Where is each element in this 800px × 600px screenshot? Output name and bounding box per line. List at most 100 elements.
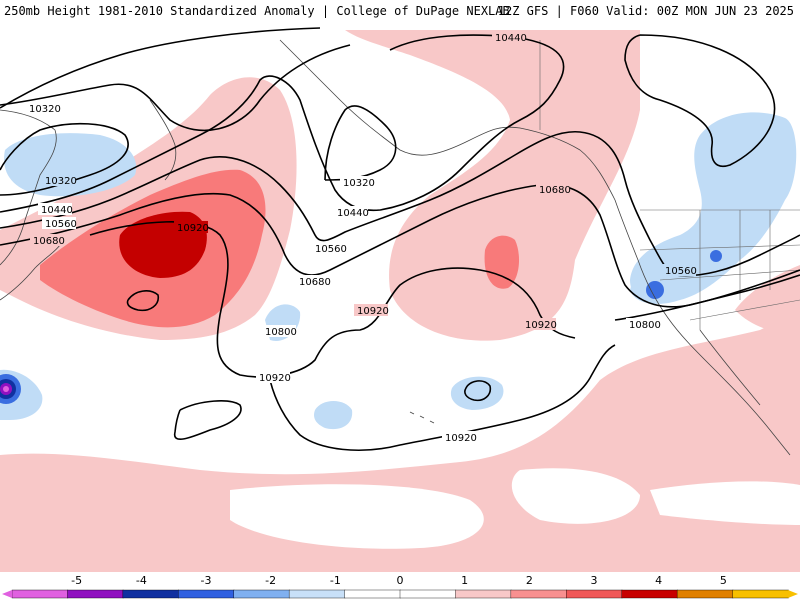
blue-core-2 — [710, 250, 722, 262]
clabel-bg-7 — [174, 221, 208, 233]
colorbar-segment-4 — [233, 589, 290, 599]
header: 250mb Height 1981-2010 Standardized Anom… — [0, 0, 800, 22]
contour-label-10920-c2: 10920 — [525, 320, 557, 331]
clabel-bg-18 — [256, 371, 290, 383]
contour-label-10320-sw: 10320 — [45, 176, 77, 187]
neutral-hole-south-3 — [650, 481, 800, 525]
colorbar-tick-0: -5 — [71, 574, 82, 587]
contour-label-10800-e: 10800 — [629, 320, 661, 331]
contour-label-10560-e: 10560 — [665, 266, 697, 277]
pink-region-se — [735, 265, 800, 332]
colorbar-tick-7: 2 — [526, 574, 533, 587]
clabel-bg-13 — [354, 304, 388, 316]
contour-label-10920-c1: 10920 — [357, 306, 389, 317]
clabel-bg-2 — [26, 102, 60, 114]
blue-region-ne — [630, 112, 797, 304]
colorbar-segment-12 — [676, 589, 734, 599]
contour-label-10920-s2: 10920 — [445, 433, 477, 444]
coastline-asia — [0, 109, 57, 266]
blue-region-nw — [4, 133, 137, 197]
coastline-hawaii — [409, 411, 435, 424]
colorbar-left-arrow — [2, 590, 12, 598]
blue-core-1 — [646, 281, 664, 299]
colorbar-segment-7 — [399, 589, 457, 599]
contour-label-10680-w: 10680 — [33, 236, 65, 247]
clabel-bg-10 — [312, 242, 346, 254]
neutral-hole-south-1 — [230, 484, 484, 549]
clabel-bg-8 — [340, 176, 374, 188]
contour-label-10440-c: 10440 — [337, 208, 369, 219]
clabel-bg-15 — [536, 183, 570, 195]
colorbar-segment-11 — [621, 589, 678, 599]
clabel-bg-17 — [626, 318, 660, 330]
coastlines — [0, 39, 791, 456]
colorbar-segment-2 — [122, 589, 179, 599]
contour-small-w — [126, 290, 160, 312]
clabel-bg-3 — [42, 174, 76, 186]
clabel-bg-19 — [442, 431, 476, 443]
contour-10320-n — [0, 44, 351, 132]
colorbar-tick-3: -2 — [265, 574, 276, 587]
blue-region-small-3 — [450, 376, 504, 410]
colorbar-segment-13 — [732, 589, 789, 599]
contour-10440-mid — [0, 34, 565, 213]
contour-label-10560-w: 10560 — [45, 219, 77, 230]
contour-small-c — [464, 380, 492, 402]
coastline-na-west — [637, 259, 791, 456]
colorbar: -5 -4 -3 -2 -1 0 1 2 3 4 5 — [0, 572, 800, 600]
neutral-holes — [230, 468, 800, 549]
pink-region-center — [345, 30, 640, 341]
contour-label-10320-w: 10320 — [29, 104, 61, 115]
colorbar-segment-9 — [510, 589, 567, 599]
colorbar-tick-labels: -5 -4 -3 -2 -1 0 1 2 3 4 5 — [71, 574, 727, 587]
coastline-japan — [0, 244, 61, 301]
contour-label-10680-c: 10680 — [299, 277, 331, 288]
map-title: 250mb Height 1981-2010 Standardized Anom… — [4, 4, 510, 18]
contour-label-10800-c: 10800 — [265, 327, 297, 338]
contour-label-10320-c: 10320 — [343, 178, 375, 189]
typhoon-core — [3, 386, 9, 392]
colorbar-segment-10 — [566, 589, 623, 599]
contour-10920-w — [174, 400, 242, 440]
contour-label-10680-e: 10680 — [539, 185, 571, 196]
blue-region-small-2 — [314, 401, 353, 430]
political-borders — [539, 40, 800, 330]
clabel-bg-16 — [662, 264, 696, 276]
colorbar-tick-8: 3 — [591, 574, 598, 587]
colorbar-segment-8 — [455, 589, 512, 599]
contour-label-10560-c: 10560 — [315, 244, 347, 255]
contour-10800-e — [614, 274, 800, 321]
colorbar-bar — [2, 589, 798, 599]
clabel-bg-9 — [334, 206, 368, 218]
colorbar-tick-4: -1 — [330, 574, 341, 587]
contour-label-10440-w: 10440 — [41, 205, 73, 216]
neutral-hole-south-2 — [511, 468, 640, 524]
anomaly-map: 10440 10320 10320 10440 10560 10680 1092… — [0, 22, 800, 572]
clabel-bg-1 — [492, 31, 526, 43]
colorbar-tick-10: 5 — [720, 574, 727, 587]
colorbar-segment-3 — [178, 589, 235, 599]
clabel-bg-5 — [42, 217, 76, 229]
colorbar-tick-2: -3 — [201, 574, 212, 587]
contour-10440-e — [624, 34, 776, 167]
run-info: 12Z GFS | F060 Valid: 00Z MON JUN 23 202… — [497, 4, 794, 18]
contour-labels: 10440 10320 10320 10440 10560 10680 1092… — [26, 31, 697, 444]
contour-label-10920-s1: 10920 — [259, 373, 291, 384]
colorbar-segment-1 — [67, 589, 124, 599]
border-state-4 — [639, 244, 800, 251]
clabel-bg-4 — [38, 203, 72, 215]
contour-10920-main — [89, 221, 576, 378]
colorbar-segment-6 — [344, 589, 401, 599]
contour-label-10920-w: 10920 — [177, 223, 209, 234]
colorbar-right-arrow — [788, 590, 798, 598]
colorbar-segment-0 — [11, 589, 69, 599]
border-state-5 — [659, 269, 800, 281]
colorbar-segment-5 — [288, 589, 346, 599]
colorbar-tick-5: 0 — [397, 574, 404, 587]
colorbar-tick-9: 4 — [655, 574, 662, 587]
colorbar-tick-6: 1 — [461, 574, 468, 587]
border-us-mexico — [689, 299, 800, 321]
red-region-center — [484, 235, 520, 289]
colorbar-tick-1: -4 — [136, 574, 147, 587]
contour-label-10440-top: 10440 — [495, 33, 527, 44]
